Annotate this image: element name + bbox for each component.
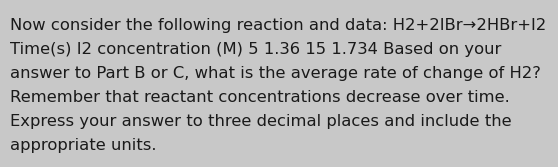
Text: Remember that reactant concentrations decrease over time.: Remember that reactant concentrations de…	[10, 90, 510, 105]
Text: Now consider the following reaction and data: H2+2IBr→2HBr+I2: Now consider the following reaction and …	[10, 18, 546, 33]
Text: Time(s) I2 concentration (M) 5 1.36 15 1.734 Based on your: Time(s) I2 concentration (M) 5 1.36 15 1…	[10, 42, 502, 57]
Text: answer to Part B or C, what is the average rate of change of H2?: answer to Part B or C, what is the avera…	[10, 66, 541, 81]
Text: appropriate units.: appropriate units.	[10, 138, 156, 153]
Text: Express your answer to three decimal places and include the: Express your answer to three decimal pla…	[10, 114, 512, 129]
